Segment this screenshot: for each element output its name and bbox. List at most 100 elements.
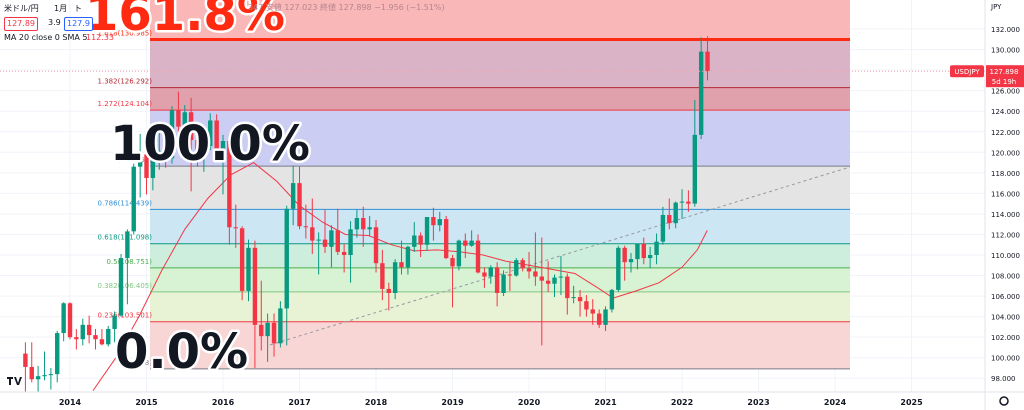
candle-body: [290, 183, 296, 209]
y-tick-label: 132.000: [991, 26, 1020, 34]
candle-body: [698, 51, 704, 135]
candle-body: [182, 112, 187, 127]
candle-body: [679, 201, 685, 203]
logo: [4, 372, 24, 388]
interval[interactable]: 1月: [54, 4, 68, 13]
candle-body: [322, 239, 328, 247]
candle-body: [361, 218, 366, 230]
x-tick-label: 2014: [59, 398, 82, 407]
candle-body: [507, 274, 513, 276]
buy-price[interactable]: 127.9: [64, 17, 93, 31]
candle-body: [176, 110, 181, 127]
candle-body: [533, 271, 538, 277]
candle-body: [106, 328, 111, 345]
candle-body: [647, 255, 653, 259]
candle-body: [692, 134, 698, 204]
candle-body: [259, 324, 264, 337]
ma-last: 112.33: [86, 33, 114, 42]
symbol[interactable]: 米ドル/円: [4, 4, 39, 13]
candle-body: [565, 276, 570, 299]
annotation: 161.8%: [85, 0, 285, 42]
candle-body: [392, 262, 398, 293]
fib-label: 1.382(126.292): [98, 78, 153, 86]
candle-body: [571, 297, 576, 299]
candle-body: [163, 151, 168, 159]
candle-body: [450, 258, 455, 267]
candle-body: [456, 240, 462, 267]
candle-body: [310, 227, 315, 241]
candle-body: [584, 301, 589, 310]
candle-body: [386, 288, 391, 293]
symbol-label: USDJPY: [954, 68, 980, 76]
fib-label: 1(118.651): [113, 156, 152, 164]
price-box: [986, 65, 1024, 88]
candle-body: [673, 202, 678, 224]
x-tick-label: 2020: [518, 398, 541, 407]
candle-body: [335, 230, 340, 252]
y-tick-label: 118.000: [991, 170, 1020, 178]
candle-body: [220, 141, 226, 151]
y-tick-label: 122.000: [991, 129, 1020, 137]
y-tick-label: 110.000: [991, 252, 1020, 260]
annotation: 100.0%: [110, 116, 310, 172]
candle-body: [660, 214, 666, 242]
candle-body: [303, 226, 309, 228]
candle-body: [494, 267, 500, 293]
x-tick-label: 2016: [212, 398, 235, 407]
candle-body: [278, 308, 283, 344]
candle-body: [246, 247, 251, 291]
candle-body: [539, 276, 545, 281]
x-tick-label: 2023: [747, 398, 769, 407]
header-extra: ト: [74, 4, 82, 13]
candle-body: [443, 219, 449, 259]
x-tick-label: 2022: [671, 398, 693, 407]
candle-body: [42, 375, 47, 377]
candle-body: [329, 230, 334, 247]
candle-body: [195, 139, 200, 154]
trend-line: [269, 166, 851, 346]
candle-body: [667, 214, 672, 224]
currency: JPY: [990, 3, 1002, 11]
candle-body: [609, 289, 615, 310]
candle-body: [616, 247, 621, 290]
candle-body: [622, 247, 627, 263]
candle-body: [150, 156, 156, 178]
candle-body: [137, 154, 143, 167]
x-tick-label: 2024: [824, 398, 847, 407]
fib-label: 0.618(111.098): [98, 234, 153, 242]
sell-price[interactable]: 127.89: [4, 17, 38, 31]
y-axis: [985, 0, 1024, 410]
candle-body: [437, 219, 442, 226]
ma-legend[interactable]: MA 20 close 0 SMA 5: [4, 33, 88, 42]
candle-body: [265, 322, 270, 337]
candle-body: [74, 337, 79, 340]
ohlc-info: 347 安値 127.023 終値 127.898 −1.956 (−1.51%…: [248, 3, 445, 12]
fib-zone: [150, 209, 850, 244]
candle-body: [208, 120, 213, 147]
candle-body: [125, 231, 130, 259]
candle-body: [577, 297, 583, 302]
candle-body: [399, 262, 404, 268]
fib-zone: [150, 243, 850, 268]
y-tick-label: 112.000: [991, 231, 1020, 239]
fib-zone: [150, 87, 850, 111]
candle-body: [628, 259, 634, 263]
candle-body: [201, 146, 207, 154]
settings-icon[interactable]: [999, 396, 1009, 406]
y-tick-label: 102.000: [991, 334, 1020, 342]
candle-body: [169, 110, 175, 159]
fib-zone: [150, 291, 850, 322]
candle-body: [99, 339, 105, 345]
candle-body: [35, 376, 41, 380]
candle-body: [367, 227, 372, 230]
spread: 3.9: [48, 18, 61, 27]
fib-label: 0(98.908): [118, 359, 153, 367]
candle-body: [61, 303, 66, 334]
y-tick-label: 98.000: [991, 375, 1016, 383]
candle-body: [55, 333, 60, 375]
y-tick-label: 126.000: [991, 88, 1020, 96]
candle-body: [144, 154, 149, 178]
fib-label: 0.236(103.501): [98, 312, 153, 320]
candle-body: [418, 235, 423, 245]
